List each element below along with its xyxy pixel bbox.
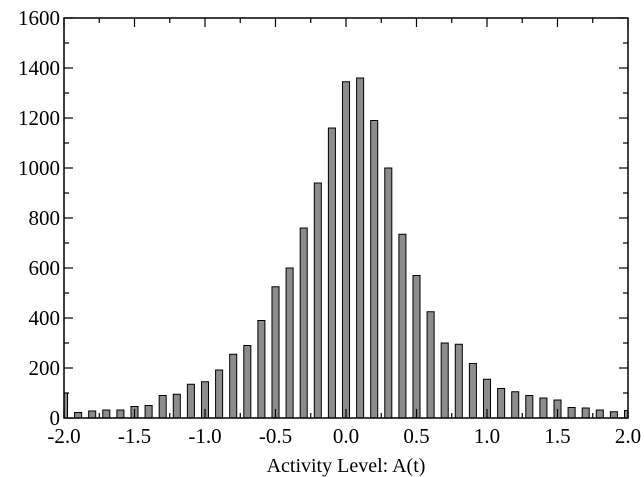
histogram-bar [74, 412, 83, 419]
histogram-bar [595, 409, 604, 419]
histogram-bar [285, 267, 294, 419]
histogram-bar [215, 369, 224, 419]
x-tick-label: -2.0 [47, 424, 80, 448]
histogram-bar [186, 383, 195, 419]
histogram-bar [426, 311, 435, 419]
histogram-bar [229, 353, 238, 419]
histogram-bar [327, 127, 336, 419]
histogram-bar [497, 388, 506, 419]
histogram-bar [102, 409, 111, 419]
y-tick-label: 200 [29, 356, 61, 380]
bars-group [63, 77, 629, 419]
x-tick-label: -1.5 [118, 424, 151, 448]
x-tick-label: 1.0 [474, 424, 500, 448]
histogram-bar [158, 395, 167, 419]
histogram-bar [539, 397, 548, 419]
histogram-bar [567, 407, 576, 419]
x-tick-label: -1.0 [188, 424, 221, 448]
histogram-bar [454, 343, 463, 419]
x-tick-label: 2.0 [615, 424, 641, 448]
histogram-bar [341, 81, 351, 419]
histogram-bar [116, 409, 125, 419]
histogram-bar [313, 182, 322, 419]
x-tick-label: 0.0 [333, 424, 359, 448]
histogram-bar [412, 275, 421, 419]
histogram-bar [525, 395, 534, 419]
x-tick-label: -0.5 [259, 424, 292, 448]
y-tick-label: 400 [29, 306, 61, 330]
y-tick-labels: 0 200 400 600 800 1000 1200 1400 1600 [18, 6, 60, 430]
histogram-bar [144, 405, 153, 419]
y-tick-label: 1200 [18, 106, 60, 130]
histogram-bar [384, 167, 393, 419]
histogram-bar [299, 227, 308, 419]
y-tick-label: 800 [29, 206, 61, 230]
histogram-bar [581, 407, 590, 419]
histogram-bar [370, 120, 379, 419]
ticks-group [63, 17, 629, 419]
x-axis-title: Activity Level: A(t) [267, 455, 426, 477]
x-tick-labels: -2.0 -1.5 -1.0 -0.5 0.0 0.5 1.0 1.5 2.0 [47, 424, 641, 448]
histogram-bar [468, 363, 477, 419]
y-tick-label: 1600 [18, 6, 60, 30]
y-tick-label: 0 [50, 406, 61, 430]
histogram-bar [257, 320, 266, 419]
histogram-bar [440, 342, 449, 419]
histogram-bar [398, 233, 407, 419]
histogram-bar [271, 286, 280, 419]
histogram-bar [88, 410, 97, 419]
histogram-bar [172, 393, 181, 419]
histogram-bar [243, 345, 252, 419]
y-tick-label: 600 [29, 256, 61, 280]
x-tick-label: 1.5 [544, 424, 570, 448]
histogram-bar [609, 411, 618, 419]
histogram-bar [511, 391, 520, 419]
y-tick-label: 1000 [18, 156, 60, 180]
y-tick-label: 1400 [18, 56, 60, 80]
x-tick-label: 0.5 [403, 424, 429, 448]
histogram-bar [356, 77, 365, 419]
